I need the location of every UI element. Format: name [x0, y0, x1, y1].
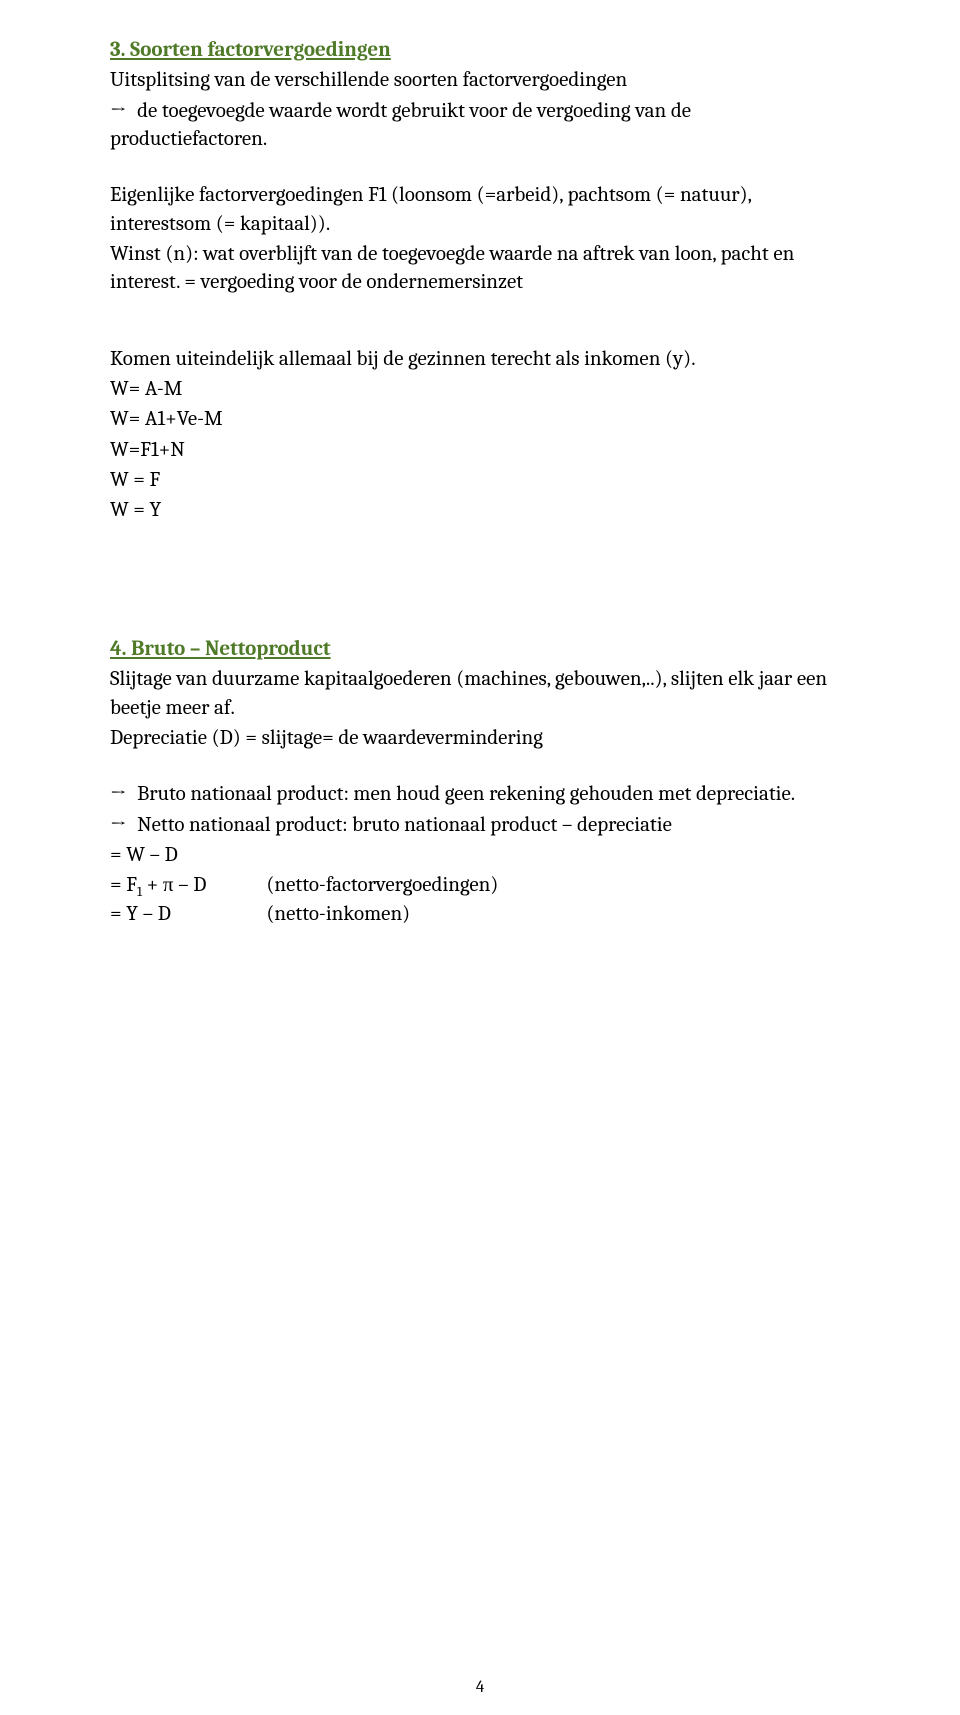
section-3-p5: Komen uiteindelijk allemaal bij de gezin…: [110, 345, 850, 373]
section-3-eq-1: W= A1+Ve-M: [110, 405, 850, 433]
def-left-1: = Y – D: [110, 900, 266, 928]
section-4-l1-text: Bruto nationaal product: men houd geen r…: [132, 782, 795, 806]
section-3-eq-2: W=F1+N: [110, 436, 850, 464]
section-3-p3: Eigenlijke factorvergoedingen F1 (loonso…: [110, 181, 850, 238]
section-4-title: 4. Bruto – Nettoproduct: [110, 635, 850, 663]
section-3-p1: Uitsplitsing van de verschillende soorte…: [110, 66, 850, 94]
section-4-p2: Depreciatie (D) = slijtage= de waardever…: [110, 724, 850, 752]
arrow-right-icon: →: [110, 97, 126, 125]
section-3-p2-text: de toegevoegde waarde wordt gebruikt voo…: [110, 99, 691, 151]
section-3-eq-3: W = F: [110, 466, 850, 494]
section-3-eq-0: W= A-M: [110, 375, 850, 403]
def-right-1: (netto-inkomen): [266, 900, 498, 928]
table-row: = F1 + π – D (netto-factorvergoedingen): [110, 871, 498, 899]
section-4-p1: Slijtage van duurzame kapitaalgoederen (…: [110, 665, 850, 722]
arrow-right-icon: →: [110, 811, 126, 839]
section-3-p4: Winst (n): wat overblijft van de toegevo…: [110, 240, 850, 297]
section-4-l2-text: Netto nationaal product: bruto nationaal…: [132, 813, 671, 837]
section-4-line1: → Bruto nationaal product: men houd geen…: [110, 780, 850, 808]
section-4-def-table: = F1 + π – D (netto-factorvergoedingen) …: [110, 871, 498, 928]
table-row: = Y – D (netto-inkomen): [110, 900, 498, 928]
def-left-0-pre: = F: [110, 873, 137, 897]
arrow-right-icon: →: [110, 780, 126, 808]
section-3-title: 3. Soorten factorvergoedingen: [110, 36, 850, 64]
def-right-0: (netto-factorvergoedingen): [266, 871, 498, 899]
def-left-0-post: + π – D: [142, 873, 206, 897]
section-4-eq1: = W – D: [110, 841, 850, 869]
section-4-line2: → Netto nationaal product: bruto nationa…: [110, 811, 850, 839]
section-3-eq-4: W = Y: [110, 496, 850, 524]
document-page: 3. Soorten factorvergoedingen Uitsplitsi…: [0, 0, 960, 1715]
def-left-1-pre: = Y – D: [110, 902, 171, 926]
def-left-0: = F1 + π – D: [110, 871, 266, 899]
section-3-p2: → de toegevoegde waarde wordt gebruikt v…: [110, 97, 850, 154]
page-number: 4: [0, 1678, 960, 1697]
